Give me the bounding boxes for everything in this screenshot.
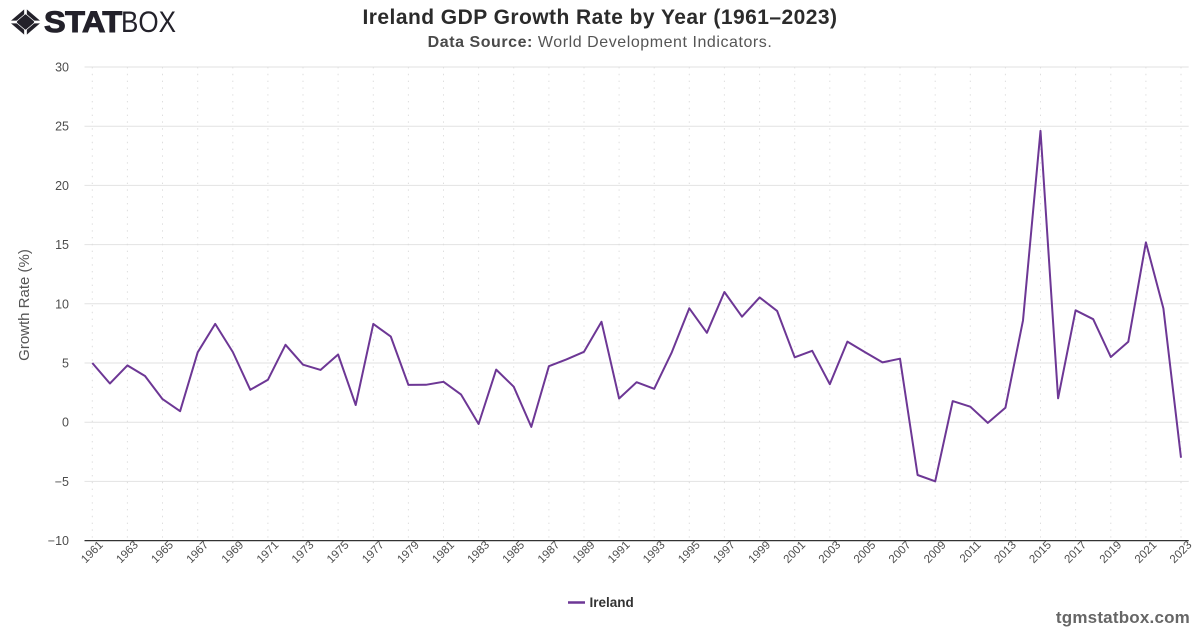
svg-text:30: 30 <box>55 61 69 75</box>
svg-text:2015: 2015 <box>1027 539 1054 566</box>
svg-text:25: 25 <box>55 120 69 134</box>
svg-text:2011: 2011 <box>958 539 984 565</box>
svg-text:1981: 1981 <box>430 539 457 566</box>
svg-text:2001: 2001 <box>782 539 809 566</box>
svg-text:1997: 1997 <box>711 539 738 566</box>
svg-text:2007: 2007 <box>887 539 914 566</box>
svg-text:2017: 2017 <box>1063 539 1090 566</box>
svg-text:1979: 1979 <box>395 539 422 566</box>
svg-text:15: 15 <box>55 238 69 252</box>
svg-text:1967: 1967 <box>185 539 212 566</box>
svg-text:2005: 2005 <box>852 539 879 566</box>
svg-text:2019: 2019 <box>1098 539 1125 566</box>
svg-text:1973: 1973 <box>290 539 317 566</box>
svg-text:1975: 1975 <box>325 539 352 566</box>
svg-text:1995: 1995 <box>676 539 703 566</box>
svg-text:Growth Rate (%): Growth Rate (%) <box>16 249 33 361</box>
svg-text:5: 5 <box>62 357 69 371</box>
svg-text:1985: 1985 <box>501 539 528 566</box>
svg-text:1969: 1969 <box>220 539 247 566</box>
svg-text:1977: 1977 <box>360 539 387 566</box>
svg-text:1983: 1983 <box>466 539 493 566</box>
svg-text:1971: 1971 <box>255 539 282 566</box>
svg-text:1991: 1991 <box>606 539 633 566</box>
svg-text:2021: 2021 <box>1133 539 1160 566</box>
svg-text:1961: 1961 <box>79 539 106 566</box>
svg-text:−5: −5 <box>55 475 69 489</box>
svg-text:−10: −10 <box>48 534 69 548</box>
svg-text:20: 20 <box>55 179 69 193</box>
svg-text:2023: 2023 <box>1168 539 1195 566</box>
svg-text:2013: 2013 <box>992 539 1019 566</box>
svg-text:1963: 1963 <box>114 539 141 566</box>
svg-text:2009: 2009 <box>922 539 949 566</box>
svg-text:1993: 1993 <box>641 539 668 566</box>
svg-text:0: 0 <box>62 416 69 430</box>
svg-text:1965: 1965 <box>149 539 176 566</box>
svg-text:Ireland: Ireland <box>590 595 634 610</box>
svg-text:1999: 1999 <box>747 539 774 566</box>
svg-text:10: 10 <box>55 297 69 311</box>
svg-text:1989: 1989 <box>571 539 598 566</box>
svg-text:1987: 1987 <box>536 539 563 566</box>
svg-text:2003: 2003 <box>817 539 844 566</box>
